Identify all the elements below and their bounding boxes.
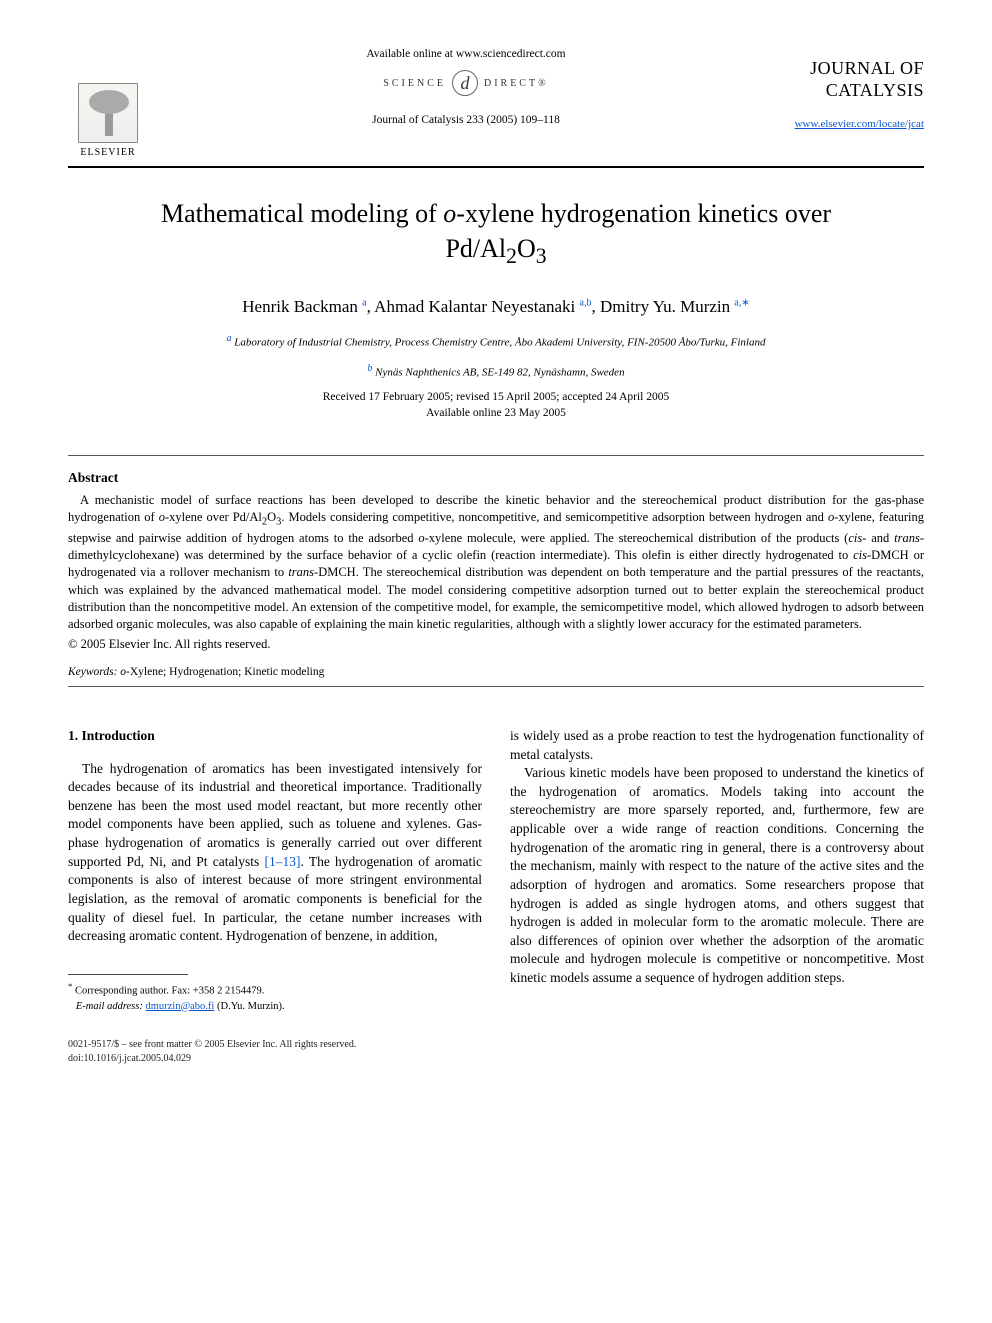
keywords-text: o-Xylene; Hydrogenation; Kinetic modelin…	[120, 666, 324, 678]
corresponding-author-footnote: * Corresponding author. Fax: +358 2 2154…	[68, 980, 482, 1014]
article-title: Mathematical modeling of o-xylene hydrog…	[108, 196, 884, 272]
affiliation-a-text: Laboratory of Industrial Chemistry, Proc…	[234, 337, 765, 349]
sd-word-left: SCIENCE	[383, 78, 446, 89]
page-footer: 0021-9517/$ – see front matter © 2005 El…	[68, 1038, 924, 1066]
elsevier-wordmark: ELSEVIER	[80, 147, 135, 158]
sd-d-icon: d	[452, 70, 478, 96]
corr-text: Corresponding author. Fax: +358 2 215447…	[75, 986, 264, 997]
column-left: 1. Introduction The hydrogenation of aro…	[68, 727, 482, 1014]
page-header: ELSEVIER Available online at www.science…	[68, 48, 924, 158]
keywords-line: Keywords: o-Xylene; Hydrogenation; Kinet…	[68, 666, 924, 678]
journal-name-line2: CATALYSIS	[826, 80, 924, 100]
keywords-label: Keywords:	[68, 666, 117, 678]
email-label: E-mail address:	[76, 1001, 143, 1012]
abstract-bottom-rule	[68, 686, 924, 687]
doi-line: doi:10.1016/j.jcat.2005.04.029	[68, 1053, 191, 1064]
abstract-copyright: © 2005 Elsevier Inc. All rights reserved…	[68, 637, 924, 652]
section-1-heading: 1. Introduction	[68, 727, 482, 746]
publisher-logo-block: ELSEVIER	[68, 48, 208, 158]
journal-homepage-link[interactable]: www.elsevier.com/locate/jcat	[795, 118, 924, 130]
email-attribution: (D.Yu. Murzin).	[217, 1001, 285, 1012]
front-matter-line: 0021-9517/$ – see front matter © 2005 El…	[68, 1039, 356, 1050]
abstract-top-rule	[68, 455, 924, 456]
affiliation-b: b Nynäs Naphthenics AB, SE-149 82, Nynäs…	[68, 361, 924, 381]
abstract-text: A mechanistic model of surface reactions…	[68, 492, 924, 634]
article-dates: Received 17 February 2005; revised 15 Ap…	[68, 391, 924, 403]
author-list: Henrik Backman a, Ahmad Kalantar Neyesta…	[68, 297, 924, 317]
abstract-body: A mechanistic model of surface reactions…	[68, 493, 924, 631]
elsevier-logo: ELSEVIER	[68, 68, 148, 158]
intro-paragraph-2: Various kinetic models have been propose…	[510, 764, 924, 988]
sd-word-right: DIRECT®	[484, 78, 549, 89]
affiliation-b-text: Nynäs Naphthenics AB, SE-149 82, Nynäsha…	[375, 367, 624, 379]
journal-brand: JOURNAL OF CATALYSIS www.elsevier.com/lo…	[724, 48, 924, 131]
affiliation-a: a Laboratory of Industrial Chemistry, Pr…	[68, 331, 924, 351]
intro-paragraph-1-cont: is widely used as a probe reaction to te…	[510, 727, 924, 764]
journal-name: JOURNAL OF CATALYSIS	[724, 58, 924, 101]
available-online-text: Available online at www.sciencedirect.co…	[208, 48, 724, 60]
header-center: Available online at www.sciencedirect.co…	[208, 48, 724, 126]
footnote-rule	[68, 974, 188, 975]
corresponding-email-link[interactable]: dmurzin@abo.fi	[145, 1001, 214, 1012]
elsevier-tree-icon	[78, 83, 138, 143]
citation-line: Journal of Catalysis 233 (2005) 109–118	[208, 114, 724, 126]
column-right: is widely used as a probe reaction to te…	[510, 727, 924, 1014]
abstract-heading: Abstract	[68, 470, 924, 486]
available-online-date: Available online 23 May 2005	[68, 407, 924, 419]
body-two-column: 1. Introduction The hydrogenation of aro…	[68, 727, 924, 1014]
intro-paragraph-1: The hydrogenation of aromatics has been …	[68, 760, 482, 946]
journal-name-line1: JOURNAL OF	[810, 58, 924, 78]
header-rule	[68, 166, 924, 168]
sciencedirect-logo: SCIENCE d DIRECT®	[383, 70, 548, 96]
